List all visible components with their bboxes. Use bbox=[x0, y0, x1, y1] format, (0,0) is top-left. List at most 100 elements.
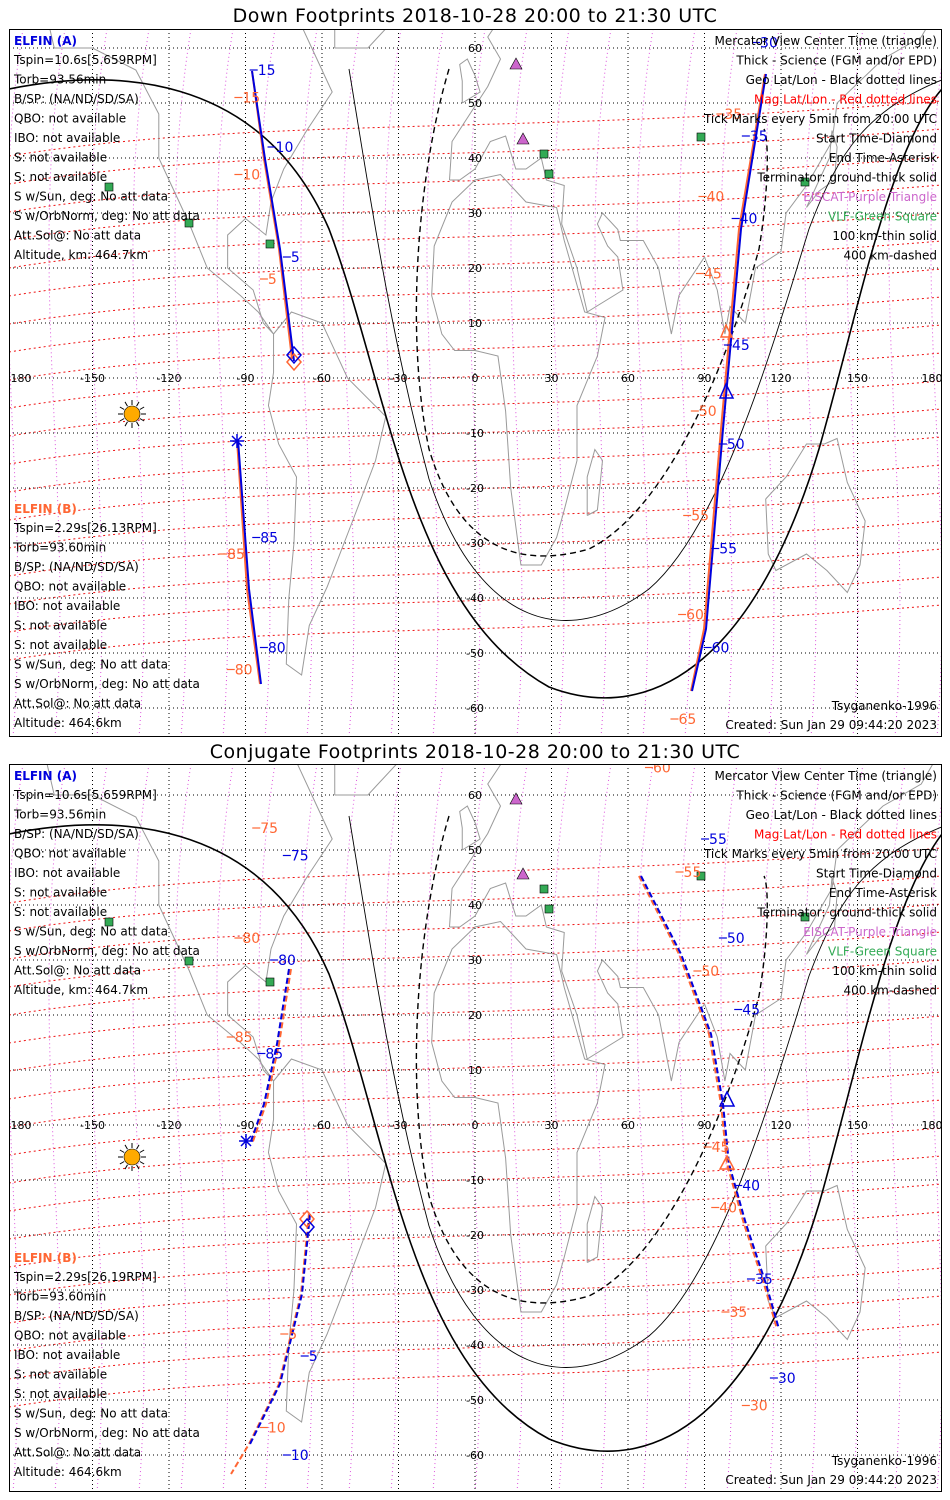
mag-parallel bbox=[10, 875, 941, 932]
end-asterisk bbox=[240, 1135, 252, 1147]
mag-meridian bbox=[678, 30, 696, 736]
elfin-b-info-line: S w/OrbNorm, deg: No att data bbox=[14, 1426, 200, 1440]
lat-tick-label: -10 bbox=[466, 427, 484, 440]
mag-parallel bbox=[10, 1015, 941, 1072]
track-time-label: 30 bbox=[760, 36, 778, 52]
mag-meridian bbox=[930, 67, 941, 736]
mag-meridian bbox=[384, 765, 402, 1491]
panel-title: Down Footprints 2018-10-28 20:00 to 21:3… bbox=[232, 5, 718, 27]
coastline bbox=[586, 1195, 604, 1263]
legend-entry: EISCAT-Purple Triangle bbox=[803, 190, 937, 204]
legend-entry: Mercator View Center Time (triangle) bbox=[715, 769, 937, 783]
coastline bbox=[765, 1184, 866, 1341]
mag-parallel bbox=[10, 520, 941, 577]
legend-entry: 100 km-thin solid bbox=[832, 964, 937, 978]
coastline bbox=[806, 877, 838, 955]
elfin-a-info-line: Att.Sol@: No att data bbox=[14, 964, 141, 978]
elfin-a-name: ELFIN (A) bbox=[14, 769, 77, 783]
elfin-a-track bbox=[249, 968, 290, 1145]
elfin-a-info-line: Tspin=10.6s[5.659RPM] bbox=[13, 53, 157, 67]
lon-tick-label: 90 bbox=[698, 372, 712, 385]
conjugate-footprints-panel: Conjugate Footprints 2018-10-28 20:00 to… bbox=[0, 738, 950, 1498]
terminator-100km bbox=[348, 68, 941, 621]
mag-meridian bbox=[342, 30, 360, 736]
elfin-a-info-line: QBO: not available bbox=[14, 847, 126, 861]
coastline bbox=[334, 765, 397, 796]
lat-tick-label: 60 bbox=[468, 789, 482, 802]
footprint-map: 1515101055203030353540404545505055556060… bbox=[9, 29, 942, 737]
mag-meridian bbox=[594, 30, 612, 736]
lat-tick-label: -20 bbox=[466, 482, 484, 495]
mag-parallel bbox=[10, 268, 941, 325]
coastline bbox=[586, 448, 604, 516]
legend-entry: Start Time-Diamond bbox=[816, 867, 937, 881]
lat-tick-label: 50 bbox=[468, 97, 482, 110]
elfin-a-name: ELFIN (A) bbox=[14, 34, 77, 48]
vlf-station-square bbox=[696, 132, 706, 142]
created-timestamp: Created: Sun Jan 29 09:44:20 2023 bbox=[725, 1473, 937, 1487]
legend-entry: 400 km-dashed bbox=[843, 249, 937, 263]
legend: Mercator View Center Time (triangle) Thic… bbox=[703, 769, 937, 998]
lat-tick-label: 20 bbox=[468, 1009, 482, 1022]
legend-entry: Tick Marks every 5min from 20:00 UTC bbox=[703, 847, 937, 861]
mag-parallel bbox=[10, 156, 941, 213]
coastline bbox=[431, 173, 606, 566]
lat-tick-label: 20 bbox=[468, 262, 482, 275]
elfin-b-info-line: Tspin=2.29s[26.13RPM] bbox=[13, 521, 157, 535]
coastline bbox=[449, 30, 926, 335]
elfin-b-info-line: S: not available bbox=[14, 619, 107, 633]
coastline bbox=[267, 1058, 387, 1423]
coastline bbox=[267, 311, 387, 676]
legend-entry: Start Time-Diamond bbox=[816, 132, 937, 146]
mag-meridian bbox=[552, 765, 570, 1491]
track-time-label: 60 bbox=[686, 608, 704, 624]
mag-meridian bbox=[258, 765, 276, 1491]
elfin-b-info: ELFIN (B) Tspin=2.29s[26.19RPM] Torb=93.60… bbox=[13, 1251, 200, 1479]
elfin-a-info-line: S w/OrbNorm, deg: No att data bbox=[14, 944, 200, 958]
elfin-b-info-line: S: not available bbox=[14, 1387, 107, 1401]
mag-meridian bbox=[636, 765, 654, 1491]
elfin-a-track bbox=[691, 73, 767, 692]
map-frame bbox=[9, 764, 942, 1492]
mag-parallel bbox=[10, 324, 941, 381]
track-time-label: 85 bbox=[260, 531, 278, 547]
elfin-a-info-line: B/SP: (NA/ND/SD/SA) bbox=[14, 92, 139, 106]
legend-entry: Mag Lat/Lon - Red dotted lines bbox=[754, 828, 937, 842]
lat-tick-label: 10 bbox=[468, 317, 482, 330]
mag-parallel bbox=[10, 128, 941, 185]
track-time-label: 80 bbox=[268, 641, 286, 657]
elfin-a-info-line: IBO: not available bbox=[14, 866, 120, 880]
mag-meridian bbox=[888, 765, 906, 1491]
track-time-label: 10 bbox=[242, 168, 260, 184]
track-time-label: 45 bbox=[712, 1140, 730, 1156]
elfin-a-info-line: IBO: not available bbox=[14, 131, 120, 145]
elfin-a-info-line: B/SP: (NA/ND/SD/SA) bbox=[14, 827, 139, 841]
elfin-b-info-line: S w/OrbNorm, deg: No att data bbox=[14, 677, 200, 691]
track-time-label: 10 bbox=[276, 140, 294, 156]
track-time-label: 15 bbox=[258, 63, 276, 79]
elfin-b-info-line: QBO: not available bbox=[14, 580, 126, 594]
elfin-b-info-line: S: not available bbox=[14, 638, 107, 652]
elfin-b-track bbox=[638, 875, 778, 1330]
coastline bbox=[459, 805, 481, 851]
mag-parallel bbox=[10, 959, 941, 1016]
mag-parallel bbox=[10, 1183, 941, 1240]
mag-parallel bbox=[10, 464, 941, 521]
mag-meridian bbox=[804, 765, 822, 1491]
elfin-b-track bbox=[251, 968, 292, 1145]
eiscat-triangle bbox=[509, 57, 523, 70]
elfin-b-info-line: Altitude: 464.6km bbox=[14, 1465, 122, 1479]
lon-tick-label: -30 bbox=[390, 1119, 408, 1132]
elfin-b-track bbox=[236, 439, 261, 685]
start-diamond bbox=[299, 1209, 315, 1229]
mag-parallel bbox=[10, 548, 941, 605]
legend-entry: Thick - Science (FGM and/or EPD) bbox=[735, 789, 937, 803]
lon-tick-label: -120 bbox=[157, 372, 182, 385]
elfin-b-info-line: S: not available bbox=[14, 1368, 107, 1382]
lon-tick-label: -150 bbox=[80, 372, 105, 385]
vlf-station-square bbox=[184, 218, 194, 228]
mag-parallel bbox=[10, 436, 941, 493]
legend-entry: End Time-Asterisk bbox=[829, 151, 937, 165]
lon-tick-label: 60 bbox=[621, 1119, 635, 1132]
track-time-label: 5 bbox=[268, 272, 277, 288]
